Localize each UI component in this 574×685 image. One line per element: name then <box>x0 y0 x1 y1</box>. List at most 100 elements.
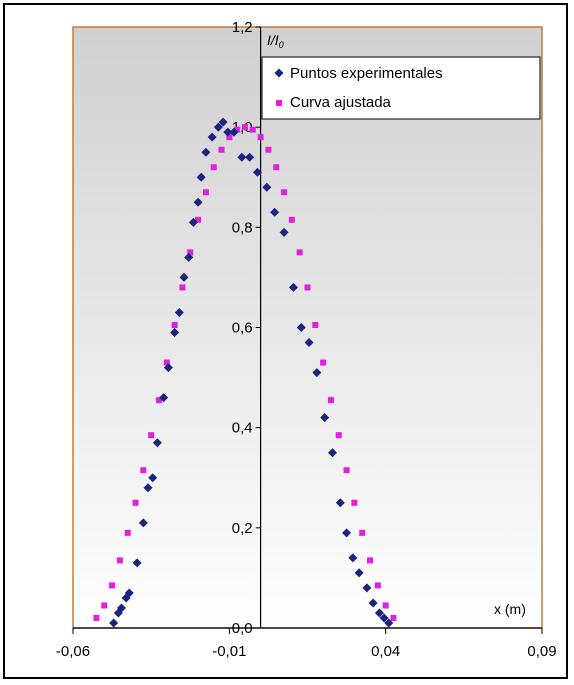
legend-box <box>261 56 541 120</box>
y-axis: 0,00,20,40,60,81,01,2 <box>232 19 262 637</box>
x-tick-label: -0,01 <box>212 643 246 660</box>
experimental-point <box>348 553 358 563</box>
fitted-point <box>93 614 100 621</box>
experimental-point <box>188 217 198 227</box>
fitted-point <box>281 189 288 196</box>
plot-area <box>72 26 543 629</box>
experimental-point <box>368 598 378 608</box>
experimental-point <box>152 438 162 448</box>
experimental-point <box>132 558 142 568</box>
fitted-point <box>327 397 334 404</box>
legend-label-experimental: Puntos experimentales <box>290 65 443 82</box>
fitted-point <box>343 467 350 474</box>
x-axis: -0,06 -0,01 0,04 0,09 <box>56 627 557 660</box>
y-tick-label: 0,8 <box>232 219 253 236</box>
fitted-point <box>241 124 248 131</box>
fitted-point <box>382 602 389 609</box>
x-tick-label: 0,09 <box>527 643 556 660</box>
fitted-point <box>101 602 108 609</box>
fitted-point <box>226 134 233 141</box>
fitted-curve-series <box>93 124 397 621</box>
fitted-point <box>265 146 272 153</box>
experimental-point <box>237 152 247 162</box>
fitted-point <box>171 321 178 328</box>
fitted-point <box>155 397 162 404</box>
experimental-point <box>109 618 119 628</box>
experimental-point <box>374 608 384 618</box>
experimental-point <box>148 473 158 483</box>
experimental-point <box>201 147 211 157</box>
fitted-point <box>335 432 342 439</box>
fitted-point <box>109 582 116 589</box>
legend-marker-fitted <box>276 100 282 106</box>
experimental-point <box>196 172 206 182</box>
experimental-point <box>328 448 338 458</box>
experimental-point <box>262 182 272 192</box>
experimental-point <box>124 588 134 598</box>
experimental-point <box>288 282 298 292</box>
x-axis-label: x (m) <box>494 601 526 617</box>
experimental-point <box>304 338 314 348</box>
legend: Puntos experimentales Curva ajustada <box>261 56 541 120</box>
experimental-point <box>207 132 217 142</box>
experimental-point <box>354 568 364 578</box>
fitted-point <box>116 557 123 564</box>
experimental-point <box>342 528 352 538</box>
fitted-point <box>124 529 131 536</box>
experimental-point <box>245 152 255 162</box>
fitted-point <box>390 614 397 621</box>
fitted-point <box>351 499 358 506</box>
y-tick-label: 0,2 <box>232 520 253 537</box>
y-tick-label: 0,4 <box>232 420 253 437</box>
experimental-point <box>193 197 203 207</box>
x-tick-label: 0,04 <box>371 643 400 660</box>
fitted-point <box>273 164 280 171</box>
fitted-point <box>367 557 374 564</box>
fitted-point <box>288 216 295 223</box>
experimental-point <box>174 307 184 317</box>
fitted-point <box>234 126 241 133</box>
fitted-point <box>132 499 139 506</box>
fitted-point <box>296 249 303 256</box>
experimental-point <box>312 368 322 378</box>
fitted-point <box>187 249 194 256</box>
experimental-point <box>218 117 228 127</box>
fitted-point <box>320 359 327 366</box>
fitted-point <box>312 321 319 328</box>
experimental-point <box>379 613 389 623</box>
experimental-point <box>116 603 126 613</box>
experimental-point <box>179 272 189 282</box>
experimental-point <box>296 323 306 332</box>
fitted-point <box>374 582 381 589</box>
x-tick-label: -0,06 <box>56 643 90 660</box>
fitted-point <box>218 146 225 153</box>
fitted-point <box>210 164 217 171</box>
y-tick-label: 1,2 <box>232 19 253 36</box>
experimental-point <box>384 618 394 628</box>
fitted-point <box>202 189 209 196</box>
experimental-point <box>279 227 289 237</box>
fitted-point <box>179 284 186 291</box>
fitted-point <box>249 126 256 133</box>
fitted-point <box>359 529 366 536</box>
fitted-point <box>163 359 170 366</box>
legend-marker-experimental <box>274 68 284 78</box>
experimental-point <box>252 167 262 177</box>
experimental-point <box>270 207 280 217</box>
experimental-point <box>170 328 180 338</box>
fitted-point <box>140 467 147 474</box>
experimental-point <box>335 498 345 508</box>
fitted-point <box>195 216 202 223</box>
experimental-point <box>163 363 173 373</box>
experimental-point <box>229 127 239 137</box>
experimental-point <box>143 483 153 493</box>
experimental-point <box>184 252 194 262</box>
y-tick-label: 0,6 <box>232 320 253 337</box>
experimental-point <box>159 393 169 403</box>
experimental-point <box>362 583 372 593</box>
experimental-point <box>213 122 223 132</box>
fitted-point <box>304 284 311 291</box>
experimental-point <box>320 413 330 423</box>
fitted-point <box>257 134 264 141</box>
